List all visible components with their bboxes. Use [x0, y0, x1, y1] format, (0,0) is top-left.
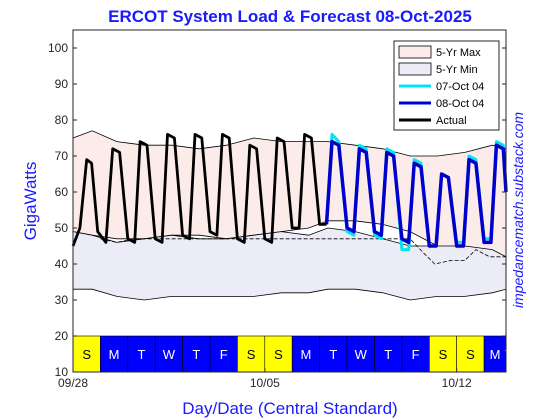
- legend: 5-Yr Max 5-Yr Min 07-Oct 04 08-Oct 04 Actual: [393, 40, 500, 131]
- prior-forecast-dashed-line: [100, 238, 506, 265]
- day-letter: S: [439, 347, 448, 362]
- day-letter: F: [220, 347, 228, 362]
- legend-label: 5-Yr Max: [436, 47, 481, 59]
- day-cell: [346, 335, 375, 373]
- day-letter: T: [505, 347, 513, 362]
- x-tick-label: 10/12: [442, 376, 472, 390]
- day-letter: M: [490, 347, 501, 362]
- plot-frame: [72, 29, 507, 373]
- x-axis-label: Day/Date (Central Standard): [182, 399, 397, 418]
- legend-label: 5-Yr Min: [436, 64, 478, 76]
- day-letter: F: [412, 347, 420, 362]
- legend-label: 08-Oct 04: [436, 98, 484, 110]
- legend-label: Actual: [436, 115, 467, 127]
- x-axis-ticks: 09/28 10/05 10/12: [58, 368, 472, 390]
- day-cell: [237, 335, 266, 373]
- day-cell: [127, 335, 156, 373]
- day-letter: S: [247, 347, 256, 362]
- y-tick-label: 80: [55, 113, 69, 127]
- day-letter: T: [329, 347, 337, 362]
- day-letter: T: [138, 347, 146, 362]
- y-axis-ticks: 10 20 30 40 50 60 70 80 90 100: [48, 41, 506, 379]
- chart-title: ERCOT System Load & Forecast 08-Oct-2025: [108, 7, 472, 26]
- day-letter: W: [163, 347, 176, 362]
- day-letter: M: [109, 347, 120, 362]
- legend-label: 07-Oct 04: [436, 81, 484, 93]
- day-letter: T: [384, 347, 392, 362]
- x-tick-label: 10/05: [250, 376, 280, 390]
- y-tick-label: 100: [48, 41, 68, 55]
- y-tick-label: 40: [55, 257, 69, 271]
- y-tick-label: 90: [55, 77, 69, 91]
- y-tick-label: 70: [55, 149, 69, 163]
- watermark-text: impedancematch.substack.com: [510, 112, 526, 308]
- day-cell: [154, 335, 183, 373]
- x-tick-label: 09/28: [58, 376, 88, 390]
- day-cell: [319, 335, 348, 373]
- series-lines: [71, 132, 508, 265]
- day-letter: T: [192, 347, 200, 362]
- actual-load-line: [71, 132, 327, 247]
- legend-swatch: [398, 62, 432, 76]
- y-tick-label: 60: [55, 185, 69, 199]
- day-letter: W: [355, 347, 368, 362]
- day-cell: [291, 335, 320, 373]
- y-tick-label: 20: [55, 329, 69, 343]
- y-tick-label: 30: [55, 293, 69, 307]
- day-cell: [72, 335, 101, 373]
- day-cell: [100, 335, 129, 373]
- legend-swatch: [398, 45, 432, 59]
- y-axis-label: GigaWatts: [21, 162, 40, 241]
- day-letter: S: [82, 347, 91, 362]
- y-tick-label: 50: [55, 221, 69, 235]
- day-letter: M: [300, 347, 311, 362]
- day-letter: S: [274, 347, 283, 362]
- y-tick-label: 10: [55, 365, 69, 379]
- day-letter: S: [466, 347, 475, 362]
- forecast-08oct-line: [324, 139, 508, 248]
- day-cell: [374, 335, 403, 373]
